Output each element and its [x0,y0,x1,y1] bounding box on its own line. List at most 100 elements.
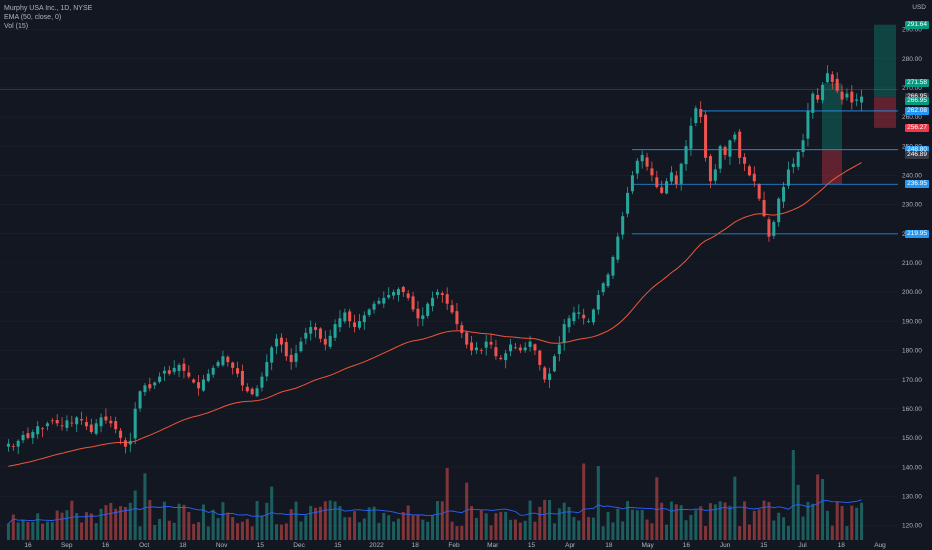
candle [821,82,825,104]
symbol-title[interactable]: Murphy USA Inc., 1D, NYSE [4,5,93,12]
volume-bar [767,501,771,540]
volume-bar [694,510,698,540]
candle [777,197,781,227]
candle [372,300,376,314]
volume-bar [89,513,93,540]
x-tick-label: Sep [61,542,73,549]
volume-bar [411,515,415,540]
y-tick-label: 140.00 [902,464,922,471]
candle [416,301,420,327]
candle [596,290,600,315]
candle [528,335,532,352]
candle [484,335,488,356]
stop-zone[interactable] [822,149,842,185]
volume-bar [70,500,74,540]
candle [318,327,322,343]
volume-indicator-label[interactable]: Vol (15) [4,23,29,30]
volume-bar [445,468,449,540]
candle [309,320,313,341]
volume-bar [206,526,210,540]
candle [518,344,522,354]
y-tick-label: 280.00 [902,56,922,63]
volume-bar [245,519,249,540]
stop-zone[interactable] [874,96,896,128]
volume-bar [533,521,537,540]
candle [421,307,425,327]
volume-bar [645,519,649,540]
candle [260,372,264,392]
y-tick-label: 260.00 [902,114,922,121]
candle [494,339,498,360]
candle [591,308,595,326]
volume-bar [548,500,552,540]
candle [782,181,786,208]
volume-bar [523,520,527,540]
volume-bar [148,499,152,540]
candle [830,71,834,90]
volume-bar [665,524,669,540]
candle [435,289,439,299]
volume-bars [6,450,864,540]
target-zone[interactable] [874,24,896,97]
candle [860,89,864,111]
candle [299,337,303,353]
volume-bar [109,502,113,540]
volume-bar [587,517,591,540]
volume-bar [275,524,279,540]
price-axis[interactable]: 120.00 130.00 140.00 150.00 160.00 170.00 180.… [902,27,922,530]
volume-bar [167,520,171,540]
candle [445,287,449,310]
volume-bar [723,502,727,540]
candle [728,139,732,165]
target-zone[interactable] [822,83,842,150]
volume-bar [226,512,230,540]
x-tick-label: 15 [257,542,265,549]
volume-bar [752,510,756,540]
volume-bar [845,526,849,540]
candle [11,443,15,451]
candle [689,117,693,156]
volume-bar [201,504,205,540]
candle [801,133,805,158]
candle [674,170,678,189]
time-axis[interactable]: 16 Sep 16 Oct 18 Nov 15 Dec 15 2022 18 Feb Mar 15 Apr 1… [24,542,886,549]
candle [31,429,35,444]
candle [713,164,717,185]
candle [158,372,162,384]
candle [401,285,405,297]
candle [669,166,673,185]
volume-bar [372,506,376,540]
volume-bar [401,512,405,540]
x-tick-label: Jul [798,542,807,549]
candle [36,421,40,439]
volume-bar [192,523,196,540]
volume-bar [840,506,844,540]
y-tick-label: 160.00 [902,406,922,413]
volume-bar [465,482,469,540]
volume-bar [162,501,166,540]
price-tag: 256.27 [905,123,929,132]
volume-bar [6,523,10,540]
volume-bar [396,518,400,540]
candle [343,308,347,324]
candle [762,191,766,218]
price-tag: 291.64 [905,20,929,29]
volume-bar [270,486,274,540]
volume-bar [786,525,790,540]
volume-bar [158,518,162,540]
x-tick-label: 2022 [369,542,384,549]
candle [353,314,357,333]
volume-bar [601,526,605,540]
volume-bar [323,501,327,540]
volume-bar [621,521,625,540]
volume-bar [816,474,820,540]
candle [582,308,586,325]
candle [6,439,10,452]
candle [119,427,123,445]
volume-bar [455,526,459,540]
x-tick-label: 16 [102,542,110,549]
ema-indicator-label[interactable]: EMA (50, close, 0) [4,14,62,21]
candle [708,153,712,189]
candle [148,377,152,392]
